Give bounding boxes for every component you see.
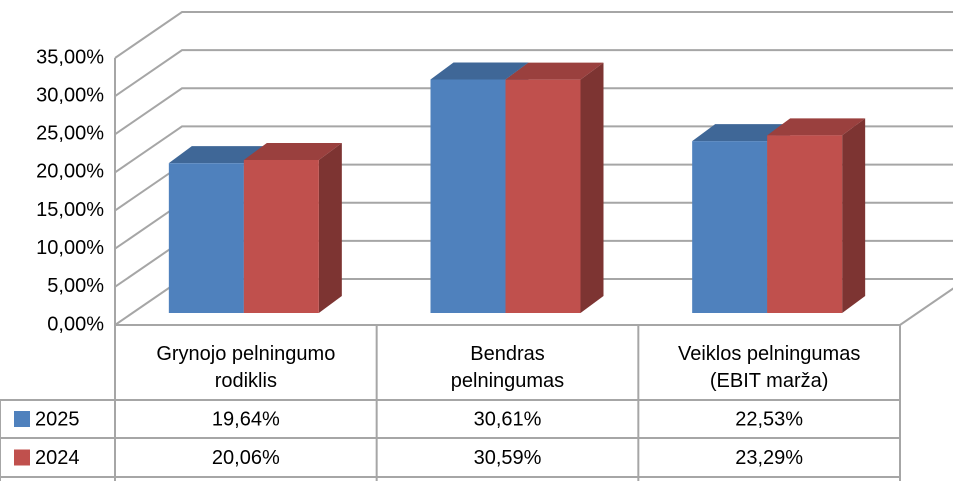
bar-front xyxy=(692,141,768,313)
bar-top xyxy=(767,118,866,136)
bar-top xyxy=(692,124,791,142)
legend-swatch xyxy=(14,449,30,466)
bar-side xyxy=(842,118,866,314)
y-tick-label: 15,00% xyxy=(36,199,104,221)
bar-front xyxy=(505,79,581,313)
value-label: 20,06% xyxy=(212,447,280,469)
y-tick-label: 25,00% xyxy=(36,123,104,145)
bar-front xyxy=(767,135,843,313)
y-tick-label: 30,00% xyxy=(36,84,104,106)
grid-line xyxy=(114,49,953,97)
grid-line xyxy=(114,125,953,174)
y-tick-label: 35,00% xyxy=(36,46,104,68)
bar-front xyxy=(243,159,319,313)
value-label: 30,61% xyxy=(474,408,542,430)
value-label: 30,59% xyxy=(474,447,542,469)
bar-top xyxy=(430,62,529,80)
category-label: Bendras pelningumas xyxy=(450,343,565,392)
value-label: 22,53% xyxy=(735,408,803,430)
category-label: Grynojo pelningumo rodiklis xyxy=(156,343,336,392)
bar-top xyxy=(168,146,267,164)
value-label: 19,64% xyxy=(212,408,280,430)
category-label: Veiklos pelningumas (EBIT marža) xyxy=(677,343,861,392)
y-tick-label: 10,00% xyxy=(36,237,104,259)
bar xyxy=(767,118,866,314)
y-tick-label: 5,00% xyxy=(47,275,104,297)
value-label: 23,29% xyxy=(735,447,803,469)
bar xyxy=(243,142,342,313)
legend-label: 2024 xyxy=(35,447,80,469)
legend-swatch xyxy=(14,411,30,427)
bar-side xyxy=(580,62,604,313)
legend-label: 2025 xyxy=(35,408,80,430)
y-tick-label: 0,00% xyxy=(47,313,104,335)
bar-top xyxy=(243,142,342,160)
bar-front xyxy=(168,163,244,313)
bar-front xyxy=(430,79,506,313)
grid-line xyxy=(114,11,953,59)
bar-top xyxy=(505,62,604,80)
grid-line xyxy=(114,87,953,136)
y-tick-label: 20,00% xyxy=(36,161,104,183)
bar xyxy=(505,62,604,313)
bar-side xyxy=(318,142,342,313)
